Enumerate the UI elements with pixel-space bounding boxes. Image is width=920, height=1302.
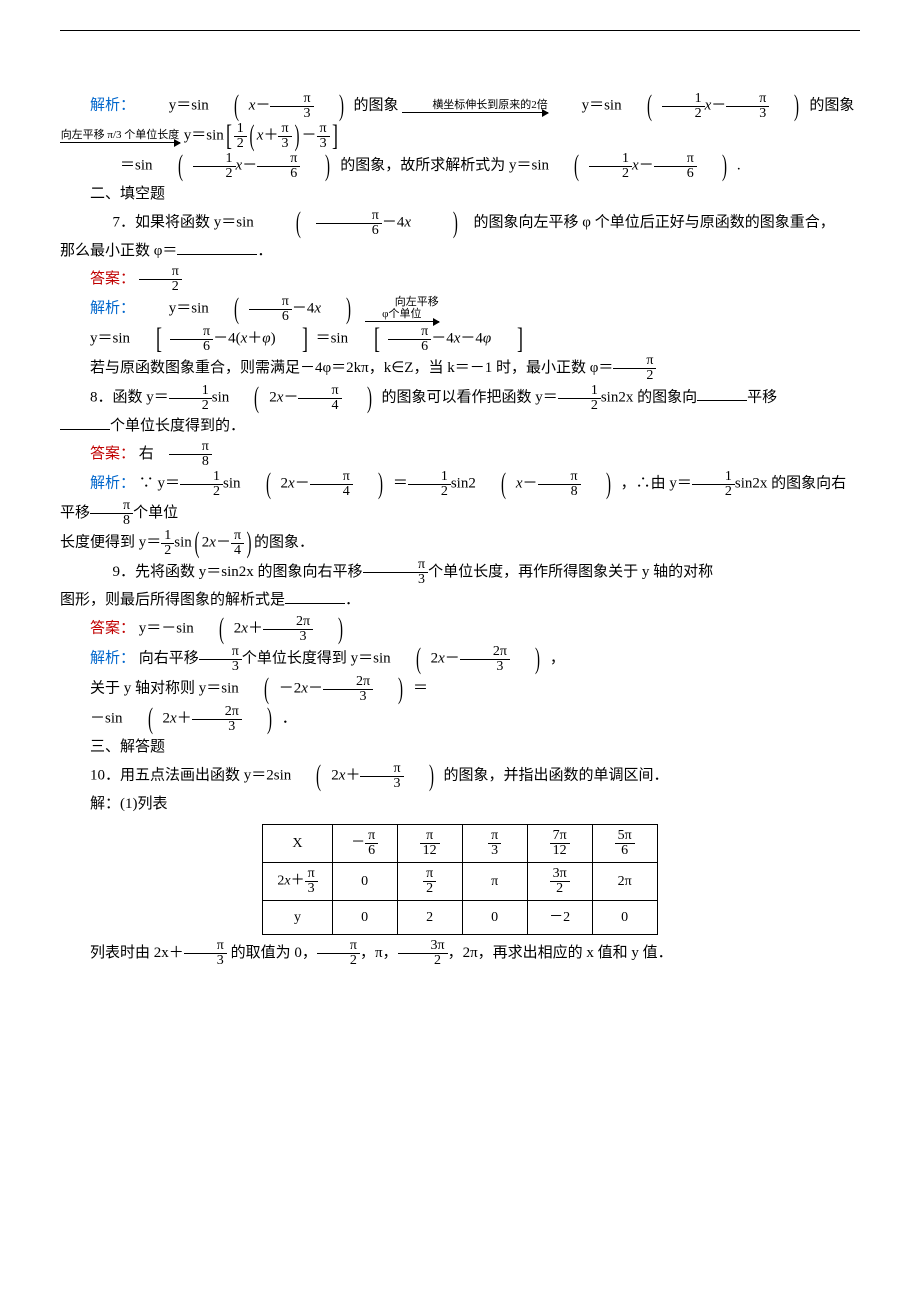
row-y-label: y bbox=[263, 901, 332, 935]
q9-answer: 答案： y＝－sin(2x＋2π3) bbox=[60, 614, 860, 644]
top-explain-line2: 向左平移 π/3 个单位长度 y＝sin[12(x＋π3)－π3] bbox=[60, 121, 860, 151]
q8-text: 8．函数 y＝12sin(2x－π4)的图象可以看作把函数 y＝12sin2x … bbox=[60, 383, 860, 413]
row-t-label: 2x＋π3 bbox=[263, 863, 332, 901]
q10-tail: 列表时由 2x＋π3 的取值为 0，π2，π，3π2，2π，再求出相应的 x 值… bbox=[60, 939, 860, 968]
cell: 7π12 bbox=[527, 825, 592, 863]
q9-explain-2: 关于 y 轴对称则 y＝sin(－2x－2π3)＝ bbox=[60, 674, 860, 704]
explain-label: 解析： bbox=[90, 97, 135, 113]
cell: －2 bbox=[527, 901, 592, 935]
section-fill: 二、填空题 bbox=[60, 181, 860, 208]
q9-text-2: 图形，则最后所得图象的解析式是． bbox=[60, 587, 860, 614]
answer-label: 答案： bbox=[90, 620, 135, 636]
expr: y＝sin[12(x＋π3)－π3] bbox=[184, 121, 340, 151]
arrow-shift: 向左平移 π/3 个单位长度 bbox=[60, 129, 180, 143]
cell: π3 bbox=[462, 825, 527, 863]
q8-explain-2: 长度便得到 y＝12sin(2x－π4)的图象． bbox=[60, 528, 860, 558]
explain-label: 解析： bbox=[90, 650, 135, 666]
q8-answer: 答案： 右 π8 bbox=[60, 440, 860, 469]
cell: 3π2 bbox=[527, 863, 592, 901]
cell: π12 bbox=[397, 825, 462, 863]
q8-text-2: 个单位长度得到的． bbox=[60, 413, 860, 440]
table-row: X －π6 π12 π3 7π12 5π6 bbox=[263, 825, 657, 863]
five-point-table: X －π6 π12 π3 7π12 5π6 2x＋π3 0 π2 π 3π2 2… bbox=[262, 824, 657, 935]
blank bbox=[60, 414, 110, 430]
q8-explain: 解析： ∵ y＝12sin(2x－π4)＝12sin2(x－π8)，∴由 y＝1… bbox=[60, 469, 860, 528]
q7-text: 7．如果将函数 y＝sin(π6－4x)的图象向左平移 φ 个单位后正好与原函数… bbox=[60, 208, 860, 238]
cell: 0 bbox=[332, 901, 397, 935]
cell: 2π bbox=[592, 863, 657, 901]
q7-explain: 解析： y＝sin(π6－4x) 向左平移 φ个单位 y＝sin[π6－4(x＋… bbox=[60, 294, 860, 354]
q9-explain-1: 解析： 向右平移π3个单位长度得到 y＝sin(2x－2π3)， bbox=[60, 644, 860, 674]
q10-solve: 解：(1)列表 bbox=[60, 791, 860, 818]
top-explain: 解析： y＝sin(x－π3)的图象 横坐标伸长到原来的2倍 y＝sin(12x… bbox=[60, 91, 860, 121]
table-row: y 0 2 0 －2 0 bbox=[263, 901, 657, 935]
section-solve: 三、解答题 bbox=[60, 734, 860, 761]
blank bbox=[285, 588, 345, 604]
q9-explain-3: －sin(2x＋2π3)． bbox=[60, 704, 860, 734]
answer-label: 答案： bbox=[90, 271, 135, 287]
q9-text: 9．先将函数 y＝sin2x 的图象向右平移π3个单位长度，再作所得图象关于 y… bbox=[60, 558, 860, 587]
answer-label: 答案： bbox=[90, 446, 135, 462]
cell: 0 bbox=[462, 901, 527, 935]
cell: 0 bbox=[332, 863, 397, 901]
cell: 0 bbox=[592, 901, 657, 935]
expr: ＝sin(12x－π6)的图象，故所求解析式为 y＝sin(12x－π6). bbox=[90, 151, 741, 181]
row-x-label: X bbox=[263, 825, 332, 863]
page: 解析： y＝sin(x－π3)的图象 横坐标伸长到原来的2倍 y＝sin(12x… bbox=[0, 0, 920, 1302]
expr: y＝sin(x－π3)的图象 bbox=[139, 91, 399, 121]
arrow-shift-phi: 向左平移 φ个单位 bbox=[365, 296, 439, 322]
cell: π bbox=[462, 863, 527, 901]
blank bbox=[697, 385, 747, 401]
top-explain-line3: ＝sin(12x－π6)的图象，故所求解析式为 y＝sin(12x－π6). bbox=[60, 151, 860, 181]
explain-label: 解析： bbox=[90, 475, 135, 491]
expr: y＝sin(12x－π3)的图象 bbox=[552, 91, 855, 121]
q7-text-2: 那么最小正数 φ＝． bbox=[60, 238, 860, 265]
arrow-stretch: 横坐标伸长到原来的2倍 bbox=[402, 99, 548, 113]
q7-explain-2: 若与原函数图象重合，则需满足－4φ＝2kπ，k∈Z，当 k＝－1 时，最小正数 … bbox=[60, 354, 860, 383]
q10-text: 10．用五点法画出函数 y＝2sin(2x＋π3)的图象，并指出函数的单调区间． bbox=[60, 761, 860, 791]
cell: 5π6 bbox=[592, 825, 657, 863]
blank bbox=[177, 239, 257, 255]
cell: 2 bbox=[397, 901, 462, 935]
table-row: 2x＋π3 0 π2 π 3π2 2π bbox=[263, 863, 657, 901]
top-rule bbox=[60, 30, 860, 31]
explain-label: 解析： bbox=[90, 300, 135, 316]
q7-answer: 答案： π2 bbox=[60, 265, 860, 294]
cell: －π6 bbox=[332, 825, 397, 863]
cell: π2 bbox=[397, 863, 462, 901]
